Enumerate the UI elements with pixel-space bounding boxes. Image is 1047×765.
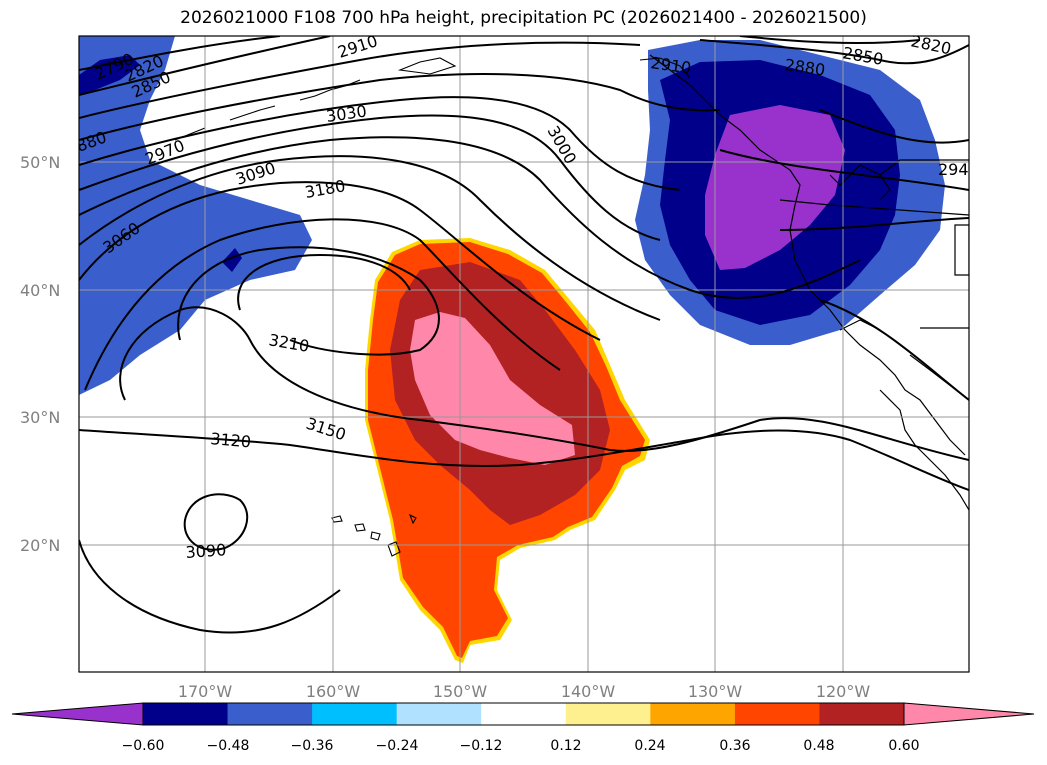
colorbar-tick-label: −0.48 [207, 738, 250, 754]
contour-label: 294 [938, 160, 969, 179]
colorbar-tick-label: −0.12 [460, 738, 503, 754]
map-title: 2026021000 F108 700 hPa height, precipit… [180, 8, 867, 28]
lat-tick-label: 20°N [20, 536, 60, 555]
lon-tick-label: 160°W [306, 682, 361, 701]
colorbar-swatch [819, 703, 905, 725]
colorbar-tick-label: −0.24 [376, 738, 419, 754]
positive-anomaly-central [365, 238, 650, 663]
colorbar-tick-labels: −0.60 −0.48 −0.36 −0.24 −0.12 0.12 0.24 … [122, 738, 920, 754]
lon-tick-label: 120°W [816, 682, 871, 701]
colorbar-swatch [650, 703, 736, 725]
colorbar-tick-label: 0.48 [803, 738, 834, 754]
colorbar-swatch [734, 703, 820, 725]
colorbar-swatch [396, 703, 482, 725]
lon-tick-label: 130°W [688, 682, 743, 701]
colorbar-outline [142, 702, 905, 726]
lat-tick-label: 30°N [20, 408, 60, 427]
lat-tick-label: 40°N [20, 281, 60, 300]
colorbar-swatch [227, 703, 313, 725]
map-gridlines [79, 36, 969, 672]
colorbar-swatch [565, 703, 651, 725]
colorbar-swatch [481, 703, 567, 725]
colorbar-extend-low [11, 702, 144, 726]
colorbar-swatch [312, 703, 398, 725]
colorbar-extend-high [903, 702, 1035, 726]
colorbar-tick-label: −0.60 [122, 738, 165, 754]
colorbar-tick-label: 0.24 [634, 738, 665, 754]
lat-tick-label: 50°N [20, 153, 60, 172]
colorbar: −0.60 −0.48 −0.36 −0.24 −0.12 0.12 0.24 … [11, 702, 1035, 754]
height-contours [79, 36, 969, 634]
colorbar-tick-label: 0.12 [550, 738, 581, 754]
colorbar-tick-label: 0.60 [888, 738, 919, 754]
contour-label: 3090 [185, 540, 227, 562]
lon-tick-label: 170°W [178, 682, 233, 701]
longitude-tick-labels: 170°W 160°W 150°W 140°W 130°W 120°W [178, 682, 871, 701]
colorbar-swatch [143, 703, 229, 725]
colorbar-tick-label: −0.36 [291, 738, 334, 754]
negative-anomaly-northeast [635, 40, 945, 345]
contour-label: 3120 [210, 429, 252, 451]
latitude-tick-labels: 50°N 40°N 30°N 20°N [20, 153, 60, 555]
colorbar-tick-label: 0.36 [719, 738, 750, 754]
lon-tick-label: 140°W [561, 682, 616, 701]
map-frame [78, 35, 970, 673]
lon-tick-label: 150°W [433, 682, 488, 701]
